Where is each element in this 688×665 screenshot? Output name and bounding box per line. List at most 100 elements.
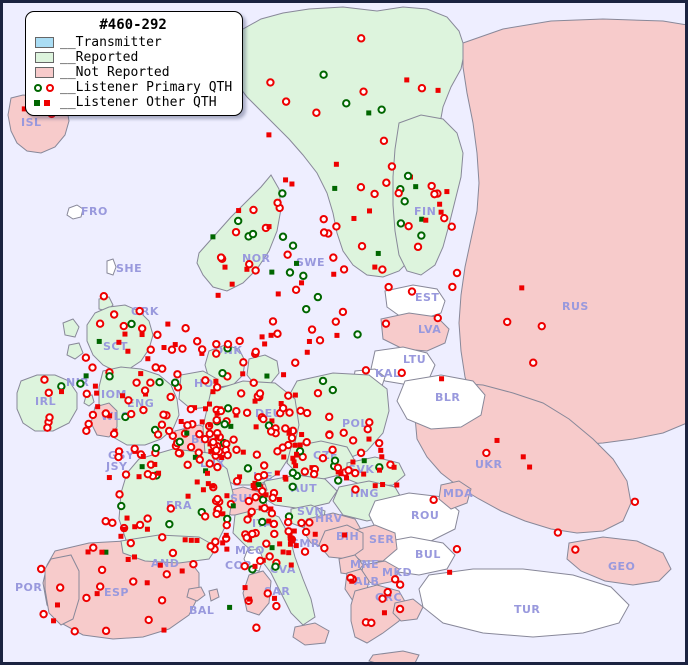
listener-primary-qth-marker bbox=[105, 372, 114, 381]
listener-primary-qth-marker bbox=[139, 405, 148, 415]
listener-other-qth-marker bbox=[240, 449, 246, 455]
listener-primary-qth-marker bbox=[430, 189, 439, 199]
listener-other-qth-marker bbox=[290, 455, 296, 461]
listener-other-qth-marker bbox=[361, 458, 367, 464]
listener-other-qth-marker bbox=[157, 562, 163, 568]
listener-primary-qth-marker bbox=[213, 462, 222, 472]
listener-primary-qth-marker bbox=[95, 319, 105, 328]
listener-primary-qth-marker bbox=[404, 221, 413, 231]
listener-primary-qth-marker bbox=[357, 242, 367, 251]
listener-primary-qth-marker bbox=[571, 545, 580, 554]
listener-primary-qth-marker bbox=[212, 509, 221, 519]
listener-primary-qth-marker bbox=[300, 547, 310, 556]
listener-other-qth-marker bbox=[136, 474, 142, 480]
listener-primary-qth-marker bbox=[339, 265, 349, 274]
listener-other-qth-marker bbox=[59, 389, 65, 395]
listener-primary-qth-marker bbox=[297, 518, 306, 528]
listener-primary-qth-marker bbox=[243, 515, 252, 524]
listener-other-qth-marker bbox=[21, 106, 27, 112]
country-label-fin: FIN bbox=[414, 205, 436, 218]
listener-other-qth-marker bbox=[299, 280, 305, 286]
listener-other-qth-marker bbox=[435, 87, 441, 93]
listener-other-qth-marker bbox=[106, 475, 112, 481]
listener-primary-qth-marker bbox=[164, 426, 174, 436]
listener-other-qth-marker bbox=[280, 549, 286, 555]
listener-primary-qth-marker bbox=[143, 514, 152, 523]
listener-primary-qth-marker bbox=[247, 507, 256, 516]
listener-primary-qth-marker bbox=[359, 87, 368, 96]
listener-primary-qth-marker bbox=[175, 437, 184, 447]
listener-primary-qth-marker bbox=[390, 575, 400, 584]
listener-other-qth-marker bbox=[438, 209, 444, 215]
legend-swatch-1 bbox=[34, 52, 60, 63]
listener-other-qth-marker bbox=[366, 436, 372, 442]
listener-other-qth-marker bbox=[287, 541, 293, 547]
listener-primary-qth-marker bbox=[273, 329, 282, 338]
listener-primary-qth-marker bbox=[302, 438, 311, 447]
listener-primary-qth-marker bbox=[82, 426, 91, 435]
listener-primary-qth-marker bbox=[319, 70, 328, 79]
country-label-tur: TUR bbox=[514, 603, 540, 616]
listener-primary-qth-marker bbox=[452, 268, 462, 278]
listener-primary-qth-marker bbox=[36, 564, 46, 574]
listener-other-qth-marker bbox=[194, 479, 200, 485]
listener-other-qth-marker bbox=[269, 418, 275, 424]
listener-other-qth-marker bbox=[107, 413, 113, 419]
listener-primary-qth-marker bbox=[356, 34, 366, 43]
listener-primary-qth-marker bbox=[255, 389, 265, 398]
listener-primary-qth-marker bbox=[307, 325, 317, 334]
listener-other-qth-marker bbox=[205, 481, 211, 487]
listener-other-qth-marker bbox=[210, 389, 216, 395]
listener-primary-qth-marker bbox=[170, 378, 180, 387]
listener-other-qth-marker bbox=[139, 464, 145, 470]
listener-primary-qth-marker bbox=[45, 413, 54, 422]
country-label-fro: FRO bbox=[81, 205, 108, 218]
listener-other-qth-marker bbox=[179, 568, 185, 574]
square-marker-0 bbox=[34, 99, 40, 106]
listener-other-qth-marker bbox=[161, 345, 167, 351]
listener-other-qth-marker bbox=[333, 161, 339, 167]
country-label-mco: MCO bbox=[235, 544, 265, 557]
listener-primary-qth-marker bbox=[278, 443, 287, 452]
listener-primary-qth-marker bbox=[331, 317, 341, 326]
listener-primary-qth-marker bbox=[273, 447, 282, 456]
country-label-kal: KAL bbox=[375, 367, 401, 380]
listener-other-qth-marker bbox=[139, 332, 145, 338]
listener-primary-qth-marker bbox=[186, 442, 196, 452]
listener-primary-qth-marker bbox=[88, 363, 97, 372]
listener-primary-qth-marker bbox=[140, 386, 150, 395]
listener-primary-qth-marker bbox=[351, 485, 360, 494]
legend-label: __Listener Primary QTH bbox=[60, 80, 233, 95]
listener-primary-qth-marker bbox=[325, 412, 334, 422]
listener-primary-qth-marker bbox=[129, 577, 138, 586]
listener-other-qth-marker bbox=[286, 427, 292, 433]
listener-primary-qth-marker bbox=[387, 162, 397, 171]
listener-other-qth-marker bbox=[262, 341, 268, 347]
listener-primary-qth-marker bbox=[262, 539, 271, 548]
listener-primary-qth-marker bbox=[81, 353, 91, 362]
listener-other-qth-marker bbox=[156, 470, 162, 476]
listener-primary-qth-marker bbox=[124, 396, 133, 405]
listener-primary-qth-marker bbox=[99, 292, 109, 301]
listener-primary-qth-marker bbox=[157, 596, 167, 605]
listener-other-qth-marker bbox=[210, 234, 216, 240]
listener-other-qth-marker bbox=[266, 224, 272, 230]
listener-primary-qth-marker bbox=[220, 420, 229, 429]
listener-primary-qth-marker bbox=[403, 171, 413, 181]
listener-other-qth-marker bbox=[132, 524, 138, 530]
listener-primary-qth-marker bbox=[251, 493, 260, 502]
listener-primary-qth-marker bbox=[121, 470, 131, 479]
listener-primary-qth-marker bbox=[205, 429, 214, 438]
listener-primary-qth-marker bbox=[272, 601, 281, 611]
listener-primary-qth-marker bbox=[269, 519, 279, 529]
listener-primary-qth-marker bbox=[342, 99, 351, 108]
color-swatch bbox=[35, 37, 54, 48]
listener-primary-qth-marker bbox=[268, 493, 278, 503]
square-marker-1 bbox=[44, 99, 50, 106]
listener-other-qth-marker bbox=[161, 627, 167, 633]
listener-primary-qth-marker bbox=[338, 307, 348, 317]
listener-primary-qth-marker bbox=[334, 476, 343, 485]
listener-primary-qth-marker bbox=[252, 450, 262, 459]
listener-other-qth-marker bbox=[372, 483, 378, 489]
listener-primary-qth-marker bbox=[296, 406, 305, 415]
